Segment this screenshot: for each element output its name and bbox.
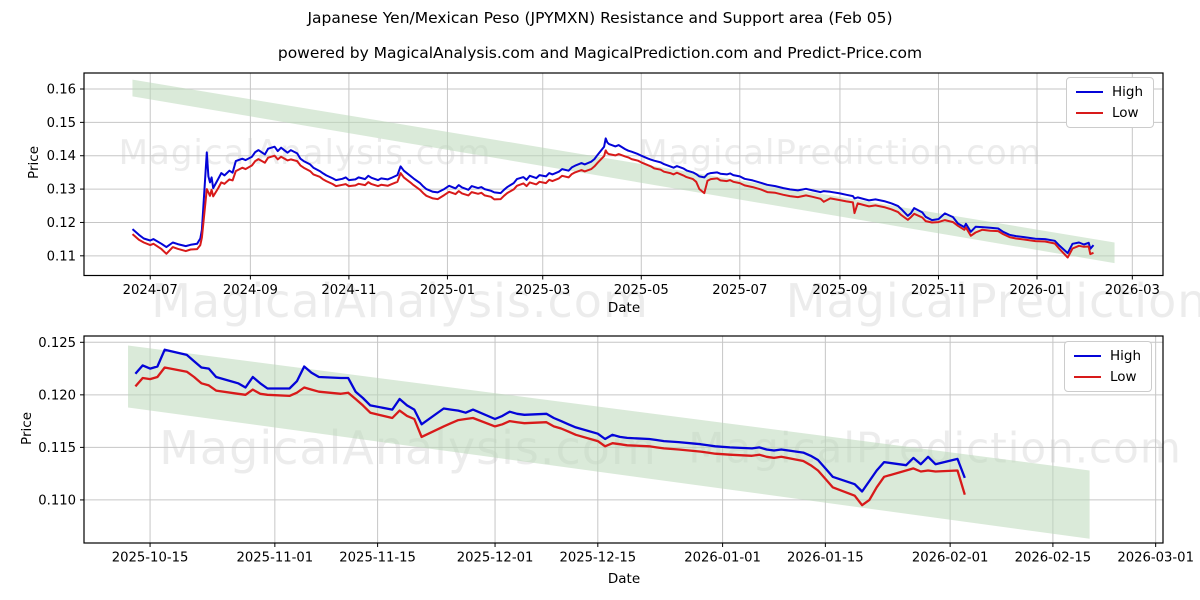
chart-full-history: 2024-07 2024-09 2024-11 2025-01 2025-03 2025-… xyxy=(47,72,1164,298)
high-line xyxy=(134,348,966,493)
svg-text:2026-03: 2026-03 xyxy=(1105,283,1160,298)
plot-border xyxy=(83,335,1164,544)
high-line-swatch xyxy=(1076,91,1103,93)
page-subtitle: powered by MagicalAnalysis.com and Magic… xyxy=(277,44,923,62)
high-line-swatch xyxy=(1074,355,1101,357)
svg-text:0.15: 0.15 xyxy=(47,116,76,131)
svg-text:2025-11-01: 2025-11-01 xyxy=(237,551,314,566)
svg-text:0.120: 0.120 xyxy=(38,388,76,403)
svg-text:0.16: 0.16 xyxy=(47,83,76,98)
legend-label-low: Low xyxy=(1110,369,1137,385)
svg-text:2025-09: 2025-09 xyxy=(812,283,867,298)
low-line-swatch xyxy=(1076,112,1103,114)
y-axis-label-bottom: Price xyxy=(19,412,35,445)
resistance-support-area xyxy=(128,345,1090,539)
svg-text:2026-03-01: 2026-03-01 xyxy=(1117,551,1194,566)
svg-text:2025-12-01: 2025-12-01 xyxy=(457,551,534,566)
svg-text:2025-05: 2025-05 xyxy=(614,283,669,298)
x-axis-label-bottom: Date xyxy=(607,571,641,587)
svg-text:2024-11: 2024-11 xyxy=(321,283,376,298)
grid xyxy=(84,73,1163,276)
low-line xyxy=(131,149,1094,259)
legend-label-low: Low xyxy=(1112,105,1139,121)
svg-text:0.12: 0.12 xyxy=(47,216,76,231)
y-axis: 0.16 0.15 0.14 0.13 0.12 0.11 xyxy=(47,83,84,264)
low-line xyxy=(134,366,966,507)
svg-text:0.13: 0.13 xyxy=(47,183,76,198)
svg-text:2025-11-15: 2025-11-15 xyxy=(339,551,416,566)
resistance-support-area xyxy=(132,79,1115,264)
legend-top: High Low xyxy=(1066,77,1155,128)
svg-text:2026-01-01: 2026-01-01 xyxy=(684,551,761,566)
svg-text:2026-01: 2026-01 xyxy=(1009,283,1064,298)
svg-text:0.125: 0.125 xyxy=(38,336,76,351)
svg-text:2025-11: 2025-11 xyxy=(911,283,966,298)
svg-text:2026-02-01: 2026-02-01 xyxy=(912,551,989,566)
y-axis-label-top: Price xyxy=(26,146,42,179)
svg-text:2024-09: 2024-09 xyxy=(223,283,278,298)
legend-item-high: High xyxy=(1076,84,1143,100)
svg-text:0.115: 0.115 xyxy=(38,441,76,456)
low-line-swatch xyxy=(1074,376,1101,378)
svg-text:2025-03: 2025-03 xyxy=(515,283,570,298)
svg-text:0.11: 0.11 xyxy=(47,249,76,264)
legend-item-low: Low xyxy=(1076,105,1143,121)
svg-text:2025-01: 2025-01 xyxy=(420,283,475,298)
x-axis: 2025-10-15 2025-11-01 2025-11-15 2025-12-01… xyxy=(112,543,1194,566)
legend-bottom: High Low xyxy=(1064,341,1153,392)
legend-item-low: Low xyxy=(1074,369,1141,385)
svg-text:2025-12-15: 2025-12-15 xyxy=(559,551,636,566)
x-axis: 2024-07 2024-09 2024-11 2025-01 2025-03 2025-… xyxy=(123,275,1160,298)
legend-item-high: High xyxy=(1074,348,1141,364)
svg-text:2025-10-15: 2025-10-15 xyxy=(112,551,189,566)
svg-text:0.110: 0.110 xyxy=(38,493,76,508)
svg-text:0.14: 0.14 xyxy=(47,149,76,164)
page-title: Japanese Yen/Mexican Peso (JPYMXN) Resis… xyxy=(307,9,893,27)
plot-border xyxy=(83,72,1164,277)
svg-text:2026-01-15: 2026-01-15 xyxy=(787,551,864,566)
svg-text:2024-07: 2024-07 xyxy=(123,283,178,298)
legend-label-high: High xyxy=(1112,84,1144,100)
high-line xyxy=(131,137,1095,255)
svg-text:2026-02-15: 2026-02-15 xyxy=(1015,551,1092,566)
svg-text:2025-07: 2025-07 xyxy=(712,283,767,298)
chart-recent-detail: 2025-10-15 2025-11-01 2025-11-15 2025-12-01… xyxy=(38,335,1194,566)
legend-label-high: High xyxy=(1110,348,1142,364)
x-axis-label-top: Date xyxy=(607,300,641,316)
y-axis: 0.125 0.120 0.115 0.110 xyxy=(38,336,84,508)
